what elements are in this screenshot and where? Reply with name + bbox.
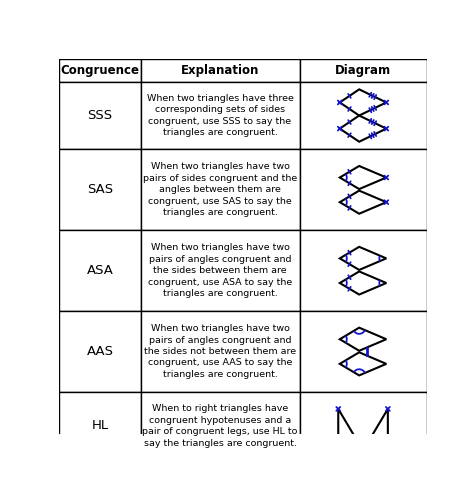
Text: When two triangles have three
corresponding sets of sides
congruent, use SSS to : When two triangles have three correspond… — [146, 94, 293, 137]
Bar — [141, 230, 300, 311]
Text: AAS: AAS — [86, 345, 113, 358]
Bar — [141, 149, 300, 230]
Bar — [59, 81, 141, 149]
Bar — [141, 59, 300, 81]
Bar — [141, 311, 300, 392]
Text: Explanation: Explanation — [181, 63, 259, 77]
Text: When two triangles have two
pairs of angles congruent and
the sides not between : When two triangles have two pairs of ang… — [144, 324, 296, 379]
Text: When to right triangles have
congruent hypotenuses and a
pair of congruent legs,: When to right triangles have congruent h… — [142, 404, 298, 447]
Bar — [59, 392, 141, 460]
Text: Diagram: Diagram — [335, 63, 391, 77]
Text: ASA: ASA — [86, 264, 113, 277]
Bar — [59, 59, 141, 81]
Bar — [141, 392, 300, 460]
Bar — [59, 230, 141, 311]
Bar — [300, 59, 427, 81]
Bar — [300, 392, 427, 460]
Bar — [300, 81, 427, 149]
Bar — [59, 149, 141, 230]
Bar — [300, 230, 427, 311]
Text: SSS: SSS — [87, 109, 112, 122]
Text: When two triangles have two
pairs of sides congruent and the
angles between them: When two triangles have two pairs of sid… — [143, 163, 297, 217]
Bar — [300, 149, 427, 230]
Text: SAS: SAS — [87, 183, 113, 196]
Text: Congruence: Congruence — [61, 63, 139, 77]
Bar — [59, 311, 141, 392]
Bar — [300, 311, 427, 392]
Bar — [141, 81, 300, 149]
Text: When two triangles have two
pairs of angles congruent and
the sides between them: When two triangles have two pairs of ang… — [148, 244, 292, 298]
Text: HL: HL — [91, 419, 109, 432]
